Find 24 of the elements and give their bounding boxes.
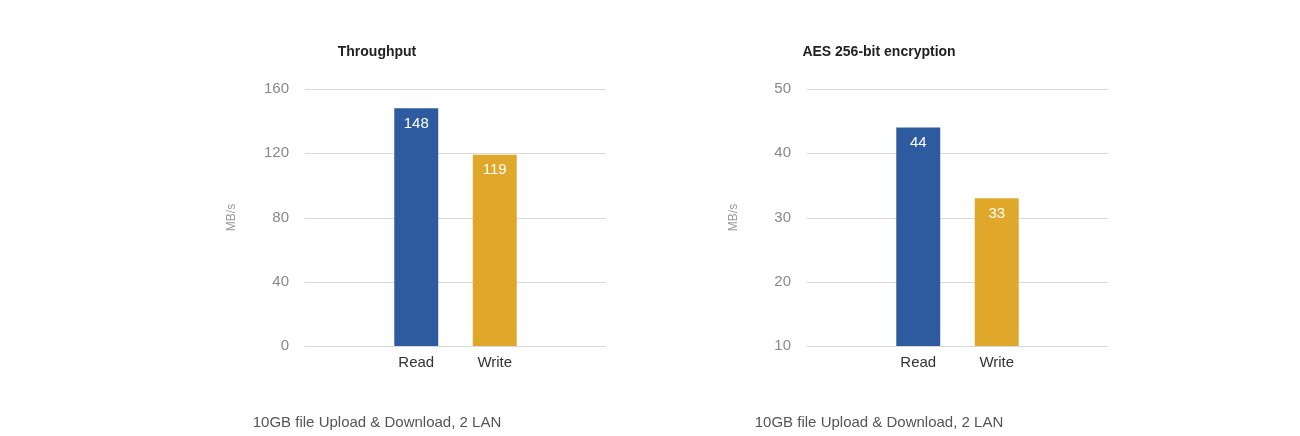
- chart-title: AES 256-bit encryption: [802, 43, 956, 60]
- y-tick-label: 0: [280, 336, 289, 354]
- data-label: 119: [482, 160, 507, 178]
- y-tick-label: 160: [263, 79, 289, 97]
- x-tick-label: Read: [398, 353, 435, 371]
- text: 10GB file Upload & Download, 2 LAN: [252, 413, 502, 431]
- data-label: 33: [988, 203, 1006, 221]
- y-tick-label: 20: [774, 271, 791, 289]
- y-tick-label: 120: [263, 143, 289, 161]
- x-tick-label: Read: [900, 353, 937, 371]
- y-tick-label: 30: [774, 207, 791, 225]
- x-tick-label: Write: [979, 353, 1015, 371]
- y-tick-label: 40: [272, 271, 289, 289]
- text: 10GB file Upload & Download, 2 LAN: [754, 413, 1004, 431]
- y-tick-label: 40: [774, 143, 791, 161]
- y-tick-label: 50: [774, 79, 791, 97]
- data-label: 44: [909, 133, 927, 151]
- chart-title: Throughput: [337, 43, 417, 60]
- y-tick-label: 10: [774, 336, 791, 354]
- y-tick-label: 80: [272, 207, 289, 225]
- y-axis-title: MB/s: [223, 203, 238, 232]
- data-label: 148: [403, 113, 429, 131]
- y-axis-title: MB/s: [725, 203, 740, 232]
- x-tick-label: Write: [477, 353, 513, 371]
